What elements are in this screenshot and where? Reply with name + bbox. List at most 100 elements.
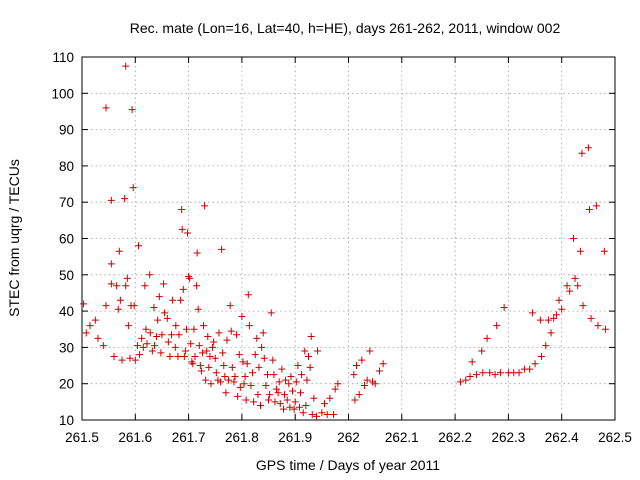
grid	[82, 57, 615, 420]
data-point	[200, 322, 208, 330]
data-point	[302, 401, 310, 409]
y-tick-label: 70	[59, 195, 74, 210]
data-point	[187, 340, 195, 348]
data-point	[99, 342, 107, 350]
y-tick-label: 60	[59, 232, 74, 247]
data-point	[592, 202, 600, 210]
data-point	[146, 271, 154, 279]
data-point	[259, 329, 267, 337]
data-point	[220, 362, 228, 370]
data-point	[584, 144, 592, 152]
data-point	[184, 229, 192, 237]
data-point	[352, 362, 360, 370]
data-point	[113, 282, 121, 290]
data-point	[379, 360, 387, 368]
y-axis-label: STEC from uqrg / TECUs	[6, 159, 22, 317]
x-tick-label: 261.6	[118, 430, 152, 445]
data-point	[478, 347, 486, 355]
data-point	[233, 331, 241, 339]
data-point	[260, 354, 268, 362]
data-point	[334, 380, 342, 388]
data-point	[160, 280, 168, 288]
data-point	[299, 409, 307, 417]
data-point	[107, 260, 115, 268]
x-tick-label: 262.2	[438, 430, 472, 445]
data-point	[190, 325, 198, 333]
y-tick-label: 100	[51, 86, 74, 101]
x-tick-label: 262.5	[598, 430, 632, 445]
data-point	[269, 356, 277, 364]
data-point	[289, 387, 297, 395]
data-point	[290, 405, 298, 413]
data-point	[219, 349, 227, 357]
data-point	[139, 343, 147, 351]
data-point	[154, 316, 162, 324]
data-point	[193, 249, 201, 257]
data-point	[107, 280, 115, 288]
data-point	[86, 322, 94, 330]
data-point	[238, 313, 246, 321]
data-point	[142, 325, 150, 333]
data-point	[292, 378, 300, 386]
data-point	[158, 331, 166, 339]
data-point	[107, 196, 115, 204]
data-point	[221, 372, 229, 380]
data-point	[558, 305, 566, 313]
data-point	[181, 347, 189, 355]
data-point	[544, 316, 552, 324]
data-point	[600, 247, 608, 255]
x-tick-label: 261.8	[225, 430, 259, 445]
x-tick-label: 261.9	[278, 430, 312, 445]
data-point	[363, 376, 371, 384]
data-point	[198, 349, 206, 357]
data-point	[204, 333, 212, 341]
data-point	[130, 302, 138, 310]
data-point	[182, 325, 190, 333]
data-point	[310, 394, 318, 402]
data-point	[121, 195, 129, 203]
data-point	[314, 347, 322, 355]
data-point	[178, 225, 186, 233]
data-point	[225, 376, 233, 384]
data-point	[265, 396, 273, 404]
y-tick-label: 40	[59, 304, 74, 319]
data-point	[209, 343, 217, 351]
x-axis-label: GPS time / Days of year 2011	[256, 457, 440, 473]
data-point	[274, 389, 282, 397]
data-point	[574, 282, 582, 290]
data-point	[375, 367, 383, 375]
data-point	[242, 396, 250, 404]
data-point	[231, 372, 239, 380]
data-point	[355, 391, 363, 399]
data-point	[550, 314, 558, 322]
data-point	[263, 371, 271, 379]
data-point	[141, 282, 149, 290]
data-point	[537, 352, 545, 360]
data-point	[178, 205, 186, 213]
data-point	[193, 282, 201, 290]
data-point	[323, 411, 331, 419]
data-point	[189, 360, 197, 368]
data-point	[240, 380, 248, 388]
data-point	[295, 403, 303, 411]
data-point	[138, 334, 146, 342]
data-point	[163, 314, 171, 322]
data-point	[251, 351, 259, 359]
data-point	[116, 296, 124, 304]
data-point	[241, 372, 249, 380]
data-point	[201, 202, 209, 210]
data-point	[262, 382, 270, 390]
data-point	[126, 354, 134, 362]
data-point	[331, 385, 339, 393]
data-point	[298, 371, 306, 379]
data-point	[169, 296, 177, 304]
data-point	[80, 300, 88, 308]
data-point	[134, 242, 142, 250]
data-point	[255, 363, 263, 371]
data-point	[197, 367, 205, 375]
data-point	[486, 369, 494, 377]
data-point	[285, 380, 293, 388]
data-point	[282, 376, 290, 384]
